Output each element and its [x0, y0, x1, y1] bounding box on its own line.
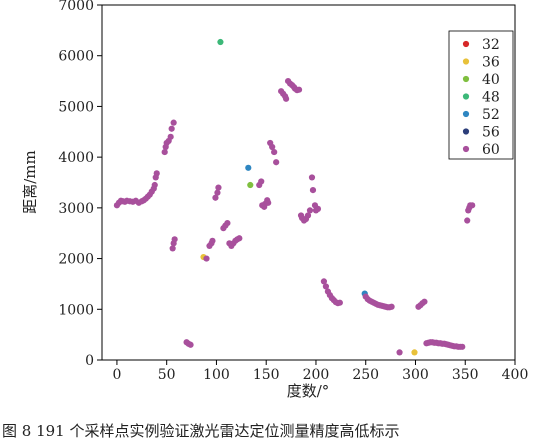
data-point-60: [396, 349, 403, 356]
data-point-60: [314, 205, 322, 212]
data-point-60: [421, 298, 428, 305]
data-point-60: [308, 174, 316, 181]
data-point-60: [236, 235, 243, 242]
legend-label-56: 56: [482, 125, 500, 141]
x-tick-label: 200: [303, 367, 330, 383]
data-point-60: [271, 148, 278, 156]
legend-marker-56: [462, 128, 470, 135]
legend-marker-40: [462, 75, 470, 83]
data-point-60: [212, 194, 219, 201]
data-point-60: [464, 217, 471, 224]
y-tick-label: 7000: [58, 0, 94, 14]
data-point-60: [320, 278, 328, 285]
data-point-60: [214, 189, 221, 196]
legend-label-52: 52: [482, 107, 500, 123]
data-point-60: [169, 245, 176, 252]
data-point-60: [171, 236, 178, 243]
data-point-60: [265, 199, 272, 206]
y-tick-label: 1000: [58, 302, 94, 318]
data-point-60: [469, 202, 476, 209]
data-point-60: [336, 299, 343, 306]
legend-label-40: 40: [482, 72, 500, 88]
y-axis: 0 1000 2000 3000 4000 5000 6000 7000: [58, 0, 102, 369]
data-point-40: [247, 181, 254, 189]
data-point-60: [273, 159, 280, 166]
data-point-60: [283, 95, 290, 102]
data-point-60: [161, 148, 168, 156]
data-point-60: [224, 219, 231, 227]
data-point-60: [153, 170, 160, 177]
x-tick-label: 350: [452, 367, 479, 383]
x-tick-label: 250: [352, 367, 379, 383]
plot-frame: [101, 4, 516, 361]
data-point-60: [168, 125, 175, 132]
legend-marker-48: [462, 93, 470, 100]
x-tick-label: 400: [502, 367, 529, 383]
data-point-60: [187, 341, 194, 348]
legend-marker-32: [462, 40, 470, 48]
data-point-60: [295, 86, 303, 93]
data-point-60: [209, 237, 216, 244]
data-point-60: [388, 303, 395, 310]
y-tick-label: 5000: [58, 99, 94, 115]
y-tick-label: 0: [85, 353, 94, 369]
y-tick-label: 6000: [58, 49, 94, 65]
data-point-60: [269, 143, 276, 151]
data-point-60: [322, 283, 330, 290]
data-point-60: [309, 187, 317, 194]
legend-marker-36: [462, 58, 470, 65]
x-axis-label: 度数/°: [287, 382, 330, 400]
legend-label-48: 48: [482, 90, 500, 106]
x-tick-label: 50: [158, 367, 176, 383]
legend-label-60: 60: [482, 142, 500, 158]
data-point-60: [167, 133, 174, 140]
data-points: [113, 38, 476, 356]
data-point-60: [215, 184, 222, 191]
legend-label-36: 36: [482, 55, 500, 71]
legend-label-32: 32: [482, 37, 500, 53]
x-tick-label: 300: [402, 367, 429, 383]
data-point-60: [304, 212, 312, 219]
y-tick-label: 3000: [58, 201, 94, 217]
legend-box: [448, 30, 514, 160]
data-point-60: [459, 343, 466, 350]
data-point-60: [258, 178, 265, 185]
data-point-60: [306, 207, 314, 214]
legend-marker-52: [462, 110, 470, 118]
data-point-60: [203, 255, 210, 262]
data-point-60: [170, 119, 177, 126]
y-tick-label: 4000: [58, 150, 94, 166]
x-tick-label: 150: [253, 367, 280, 383]
y-axis-label: 距离/mm: [21, 150, 39, 214]
legend-marker-60: [462, 145, 470, 153]
data-point-48: [217, 38, 224, 46]
data-point-36: [411, 349, 418, 356]
x-tick-label: 100: [203, 367, 230, 383]
figure-caption: 图 8 191 个采样点实例验证激光雷达定位测量精度高低标示: [2, 422, 399, 440]
data-point-52: [245, 164, 252, 171]
x-tick-label: 0: [112, 367, 121, 383]
plot-area: 0 50 100 150 200 250 300 350 400 0 1000 2000 3000 40…: [58, 0, 528, 383]
data-point-60: [151, 181, 158, 189]
y-tick-label: 2000: [58, 252, 94, 268]
x-axis: 0 50 100 150 200 250 300 350 400: [112, 360, 528, 383]
